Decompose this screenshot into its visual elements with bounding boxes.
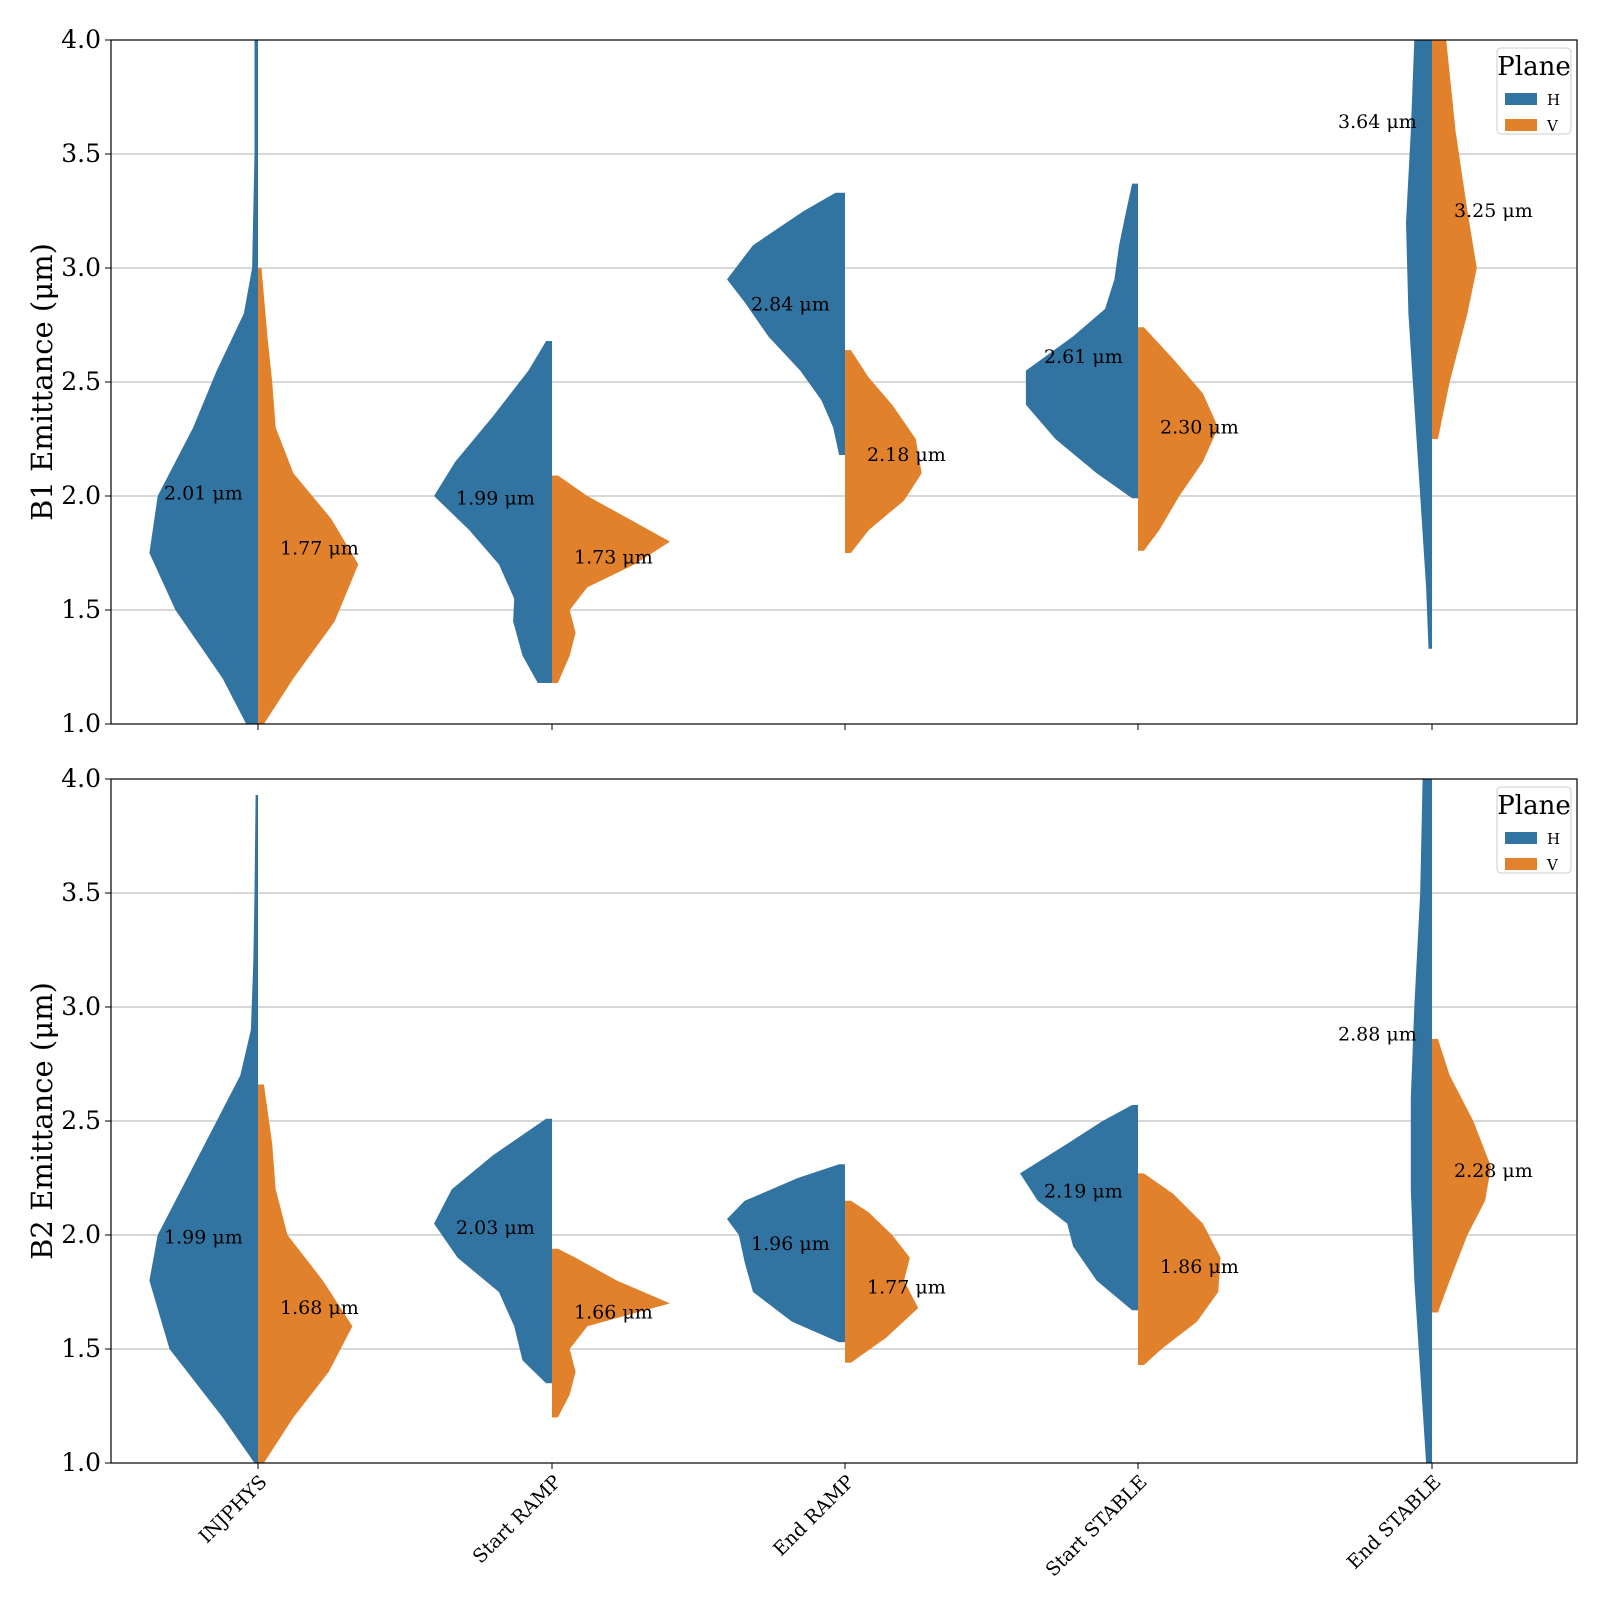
violin-h-2 (434, 341, 552, 683)
value-label-h: 2.61 μm (1044, 346, 1123, 368)
violin-h-4 (1025, 183, 1138, 499)
violin-h-2 (434, 1118, 552, 1384)
value-label-h: 2.88 μm (1338, 1023, 1417, 1045)
legend: Plane HV (1496, 47, 1572, 135)
legend-entry-h: H (1547, 830, 1560, 848)
legend-box (1496, 47, 1572, 135)
violin-h-4 (1020, 1105, 1138, 1311)
y-axis-label: B2 Emittance (μm) (25, 982, 59, 1260)
y-tick-label: 1.5 (61, 1334, 101, 1363)
y-tick-label: 1.0 (61, 709, 101, 738)
legend-swatch-h (1505, 93, 1537, 105)
y-tick-label: 3.0 (61, 992, 101, 1021)
violin-h-3 (727, 192, 845, 456)
value-label-v: 2.28 μm (1454, 1160, 1533, 1182)
value-label-v: 1.73 μm (574, 547, 653, 569)
value-label-v: 2.30 μm (1160, 417, 1239, 439)
x-tick-label: Start RAMP (469, 1471, 566, 1568)
value-label-h: 2.01 μm (164, 483, 243, 505)
value-label-h: 2.84 μm (751, 293, 830, 315)
violin-v-1 (258, 1084, 353, 1463)
violin-v-3 (845, 350, 922, 553)
legend-swatch-v (1505, 858, 1537, 870)
y-tick-label: 2.0 (61, 481, 101, 510)
x-tick-label: End RAMP (769, 1471, 859, 1561)
legend-box (1496, 786, 1572, 874)
value-label-h: 2.03 μm (456, 1217, 535, 1239)
y-tick-label: 3.5 (61, 878, 101, 907)
violin-v-2 (552, 1248, 670, 1418)
legend-entry-v: V (1546, 856, 1559, 874)
legend-swatch-v (1505, 119, 1537, 131)
y-tick-label: 1.0 (61, 1448, 101, 1477)
panel-1: 1.0 1.5 2.0 2.5 3.0 3.5 4.0 2.01 μm 1.99 μm 2.84 … (25, 25, 1578, 738)
violin-h-1 (149, 795, 258, 1463)
value-label-v: 1.66 μm (574, 1302, 653, 1324)
y-tick-label: 3.5 (61, 139, 101, 168)
y-tick-label: 1.5 (61, 595, 101, 624)
violin-h-5 (1410, 779, 1432, 1463)
legend-entry-h: H (1547, 91, 1560, 109)
legend-title: Plane (1497, 52, 1570, 82)
y-tick-label: 2.5 (61, 367, 101, 396)
value-label-h: 3.64 μm (1338, 111, 1417, 133)
violin-v-3 (845, 1200, 919, 1363)
violin-v-5 (1432, 40, 1477, 439)
value-label-v: 1.77 μm (280, 537, 359, 559)
y-tick-label: 2.5 (61, 1106, 101, 1135)
legend-title: Plane (1497, 791, 1570, 821)
y-tick-label: 3.0 (61, 253, 101, 282)
value-label-v: 1.86 μm (1160, 1256, 1239, 1278)
violin-v-4 (1138, 1173, 1221, 1365)
axes-frame (110, 778, 1578, 1464)
violin-v-4 (1138, 327, 1219, 551)
violin-v-5 (1432, 1038, 1491, 1313)
value-label-h: 1.99 μm (164, 1226, 243, 1248)
y-tick-label: 2.0 (61, 1220, 101, 1249)
violin-h-1 (149, 40, 258, 724)
x-tick-label: Start STABLE (1042, 1471, 1152, 1581)
y-axis-label: B1 Emittance (μm) (25, 243, 59, 521)
value-label-v: 3.25 μm (1454, 200, 1533, 222)
y-tick-label: 4.0 (61, 764, 101, 793)
value-label-h: 2.19 μm (1044, 1181, 1123, 1203)
x-tick-label: End STABLE (1343, 1471, 1446, 1574)
value-label-v: 1.68 μm (280, 1297, 359, 1319)
value-label-v: 2.18 μm (867, 444, 946, 466)
x-tick-label: INJPHYS (195, 1471, 272, 1548)
panel-2: 1.0 1.5 2.0 2.5 3.0 3.5 4.0 1.99 μm 2.03 μm 1.96 … (25, 764, 1578, 1581)
legend-swatch-h (1505, 832, 1537, 844)
legend: Plane HV (1496, 786, 1572, 874)
value-label-h: 1.96 μm (751, 1233, 830, 1255)
violin-v-1 (258, 268, 359, 724)
violin-h-3 (727, 1164, 845, 1343)
violin-v-2 (552, 475, 670, 683)
axes-frame (110, 39, 1578, 725)
violin-h-5 (1406, 40, 1432, 649)
legend-entry-v: V (1546, 117, 1559, 135)
value-label-h: 1.99 μm (456, 487, 535, 509)
y-tick-label: 4.0 (61, 25, 101, 54)
value-label-v: 1.77 μm (867, 1276, 946, 1298)
